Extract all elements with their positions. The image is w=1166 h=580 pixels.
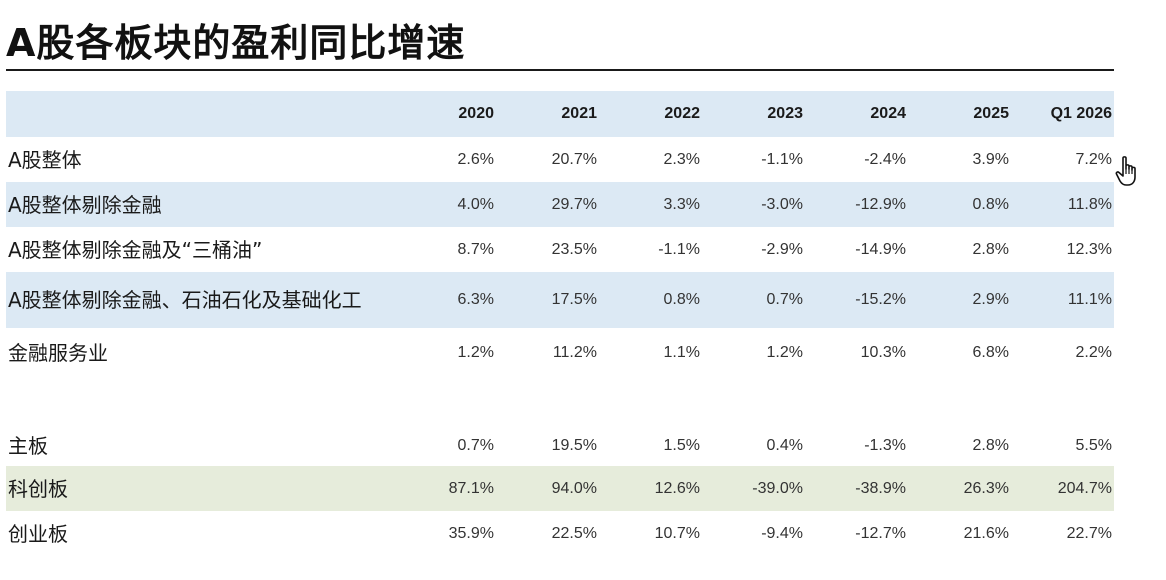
table-cell: 7.2% xyxy=(1075,150,1112,168)
table-cell: 0.7% xyxy=(457,436,494,454)
table-cell: -1.3% xyxy=(864,436,906,454)
row-label: A股整体 xyxy=(8,147,82,172)
table-cell: 2.8% xyxy=(972,240,1009,258)
table-cell: -2.4% xyxy=(864,150,906,168)
title-underline xyxy=(6,69,1114,71)
table-cell: -12.7% xyxy=(855,524,906,542)
table-cell: 204.7% xyxy=(1057,479,1112,497)
table-cell: 1.5% xyxy=(663,436,700,454)
table-cell: 3.9% xyxy=(972,150,1009,168)
table-cell: -14.9% xyxy=(855,240,906,258)
column-header: Q1 2026 xyxy=(1050,105,1112,122)
column-header: 2021 xyxy=(561,105,597,122)
spacer-row xyxy=(6,378,1114,425)
table-cell: -15.2% xyxy=(855,291,906,308)
table-cell: -39.0% xyxy=(752,479,803,497)
table-row: A股整体剔除金融 4.0% 29.7% 3.3% -3.0% -12.9% 0.… xyxy=(6,182,1114,227)
table-cell: 3.3% xyxy=(663,195,700,213)
table-cell: -1.1% xyxy=(761,150,803,168)
table-cell: -2.9% xyxy=(761,240,803,258)
table-cell: 2.3% xyxy=(663,150,700,168)
table-cell: -38.9% xyxy=(855,479,906,497)
table-cell: 0.7% xyxy=(766,291,803,308)
table-row: 主板 0.7% 19.5% 1.5% 0.4% -1.3% 2.8% 5.5% xyxy=(6,425,1114,466)
row-label: A股整体剔除金融、石油石化及基础化工 xyxy=(8,288,362,312)
table-row: A股整体 2.6% 20.7% 2.3% -1.1% -2.4% 3.9% 7.… xyxy=(6,137,1114,182)
row-label: 科创板 xyxy=(8,476,68,501)
table-header-row: 2020 2021 2022 2023 2024 2025 Q1 2026 xyxy=(6,91,1114,137)
row-label: A股整体剔除金融 xyxy=(8,192,162,217)
hand-pointer-icon xyxy=(1114,155,1142,187)
table-cell: 29.7% xyxy=(551,195,597,213)
table-row: 金融服务业 1.2% 11.2% 1.1% 1.2% 10.3% 6.8% 2.… xyxy=(6,328,1114,378)
table-cell: 87.1% xyxy=(448,479,494,497)
table-cell: 2.9% xyxy=(972,291,1009,308)
table-cell: 22.7% xyxy=(1066,524,1112,542)
table-row: 创业板 35.9% 22.5% 10.7% -9.4% -12.7% 21.6%… xyxy=(6,511,1114,556)
table-cell: 17.5% xyxy=(551,291,597,308)
table-cell: 22.5% xyxy=(551,524,597,542)
table-cell: 35.9% xyxy=(448,524,494,542)
table-cell: 1.2% xyxy=(457,344,494,361)
table-cell: 12.3% xyxy=(1066,240,1112,258)
table-cell: 26.3% xyxy=(963,479,1009,497)
table-cell: 23.5% xyxy=(551,240,597,258)
table-cell: 5.5% xyxy=(1075,436,1112,454)
table-cell: 20.7% xyxy=(551,150,597,168)
column-header: 2025 xyxy=(973,105,1009,122)
table-cell: 11.1% xyxy=(1067,291,1112,308)
table-cell: 94.0% xyxy=(551,479,597,497)
table-row: A股整体剔除金融、石油石化及基础化工 6.3% 17.5% 0.8% 0.7% … xyxy=(6,272,1114,328)
table-cell: 2.8% xyxy=(972,436,1009,454)
table-cell: 10.7% xyxy=(654,524,700,542)
table-cell: 0.8% xyxy=(663,291,700,308)
table-cell: 6.3% xyxy=(457,291,494,308)
table-cell: -9.4% xyxy=(761,524,803,542)
table-cell: 1.1% xyxy=(663,344,700,361)
header-label-cell xyxy=(6,91,393,137)
table-cell: 0.8% xyxy=(972,195,1009,213)
column-header: 2022 xyxy=(664,105,700,122)
table-cell: -3.0% xyxy=(761,195,803,213)
table-cell: 19.5% xyxy=(551,436,597,454)
table-cell: 11.2% xyxy=(552,344,597,361)
table-cell: -12.9% xyxy=(855,195,906,213)
table-cell: 2.2% xyxy=(1075,344,1112,361)
column-header: 2023 xyxy=(767,105,803,122)
row-label: 创业板 xyxy=(8,521,68,546)
column-header: 2020 xyxy=(458,105,494,122)
row-label: 金融服务业 xyxy=(8,341,108,365)
table-cell: 8.7% xyxy=(457,240,494,258)
table-cell: 10.3% xyxy=(860,344,906,361)
table-cell: 4.0% xyxy=(457,195,494,213)
table-row: 科创板 87.1% 94.0% 12.6% -39.0% -38.9% 26.3… xyxy=(6,466,1114,511)
table-cell: 11.8% xyxy=(1067,195,1112,213)
row-label: 主板 xyxy=(8,433,48,458)
earnings-growth-table: 2020 2021 2022 2023 2024 2025 Q1 2026 A股… xyxy=(6,91,1114,556)
table-cell: 1.2% xyxy=(766,344,803,361)
table-cell: 6.8% xyxy=(972,344,1009,361)
table-cell: 2.6% xyxy=(457,150,494,168)
table-row: A股整体剔除金融及“三桶油” 8.7% 23.5% -1.1% -2.9% -1… xyxy=(6,227,1114,272)
column-header: 2024 xyxy=(870,105,906,122)
table-cell: 21.6% xyxy=(963,524,1009,542)
page-title: A股各板块的盈利同比增速 xyxy=(6,21,466,65)
table-cell: -1.1% xyxy=(658,240,700,258)
table-cell: 12.6% xyxy=(654,479,700,497)
table-cell: 0.4% xyxy=(766,436,803,454)
row-label: A股整体剔除金融及“三桶油” xyxy=(8,237,263,262)
